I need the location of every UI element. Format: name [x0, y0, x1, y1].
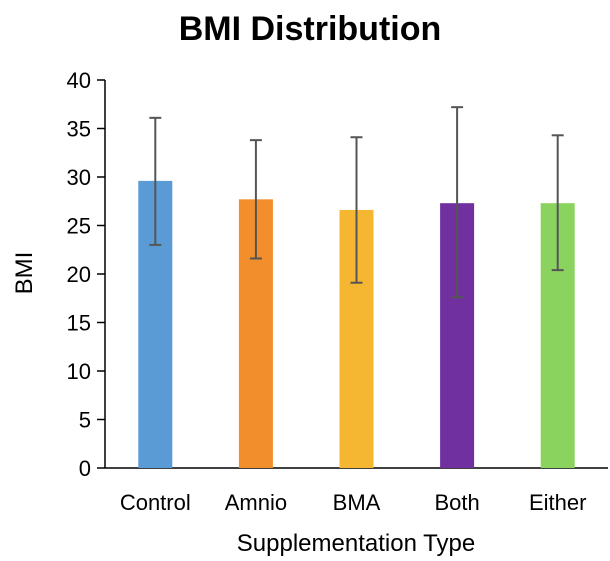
x-tick-label-control: Control: [120, 490, 191, 515]
error-bar-bma: [350, 136, 363, 284]
error-bar-either: [551, 134, 564, 272]
y-tick-label: 35: [67, 117, 91, 142]
error-bar-both: [451, 106, 464, 299]
x-tick-label-amnio: Amnio: [225, 490, 287, 515]
x-tick-label-either: Either: [529, 490, 586, 515]
error-bar-control: [149, 116, 162, 246]
error-bar-amnio: [249, 139, 262, 260]
y-tick-label: 10: [67, 359, 91, 384]
error-bars-group: [149, 106, 564, 299]
bars-group: [138, 180, 575, 469]
x-tick-label-bma: BMA: [333, 490, 381, 515]
x-tick-label-both: Both: [434, 490, 479, 515]
y-tick-label: 20: [67, 262, 91, 287]
y-axis-ticks: 0 5 10 15 20 25 30 35 40: [67, 68, 105, 481]
y-tick-label: 40: [67, 68, 91, 93]
y-tick-label: 25: [67, 214, 91, 239]
y-tick-label: 15: [67, 311, 91, 336]
chart-title: BMI Distribution: [179, 10, 442, 48]
y-tick-label: 5: [79, 408, 91, 433]
x-axis-title: Supplementation Type: [237, 530, 475, 557]
y-tick-label: 30: [67, 165, 91, 190]
y-tick-label: 0: [79, 456, 91, 481]
y-axis-title: BMI: [11, 252, 38, 295]
x-axis-tick-labels: Control Amnio BMA Both Either: [120, 490, 587, 515]
